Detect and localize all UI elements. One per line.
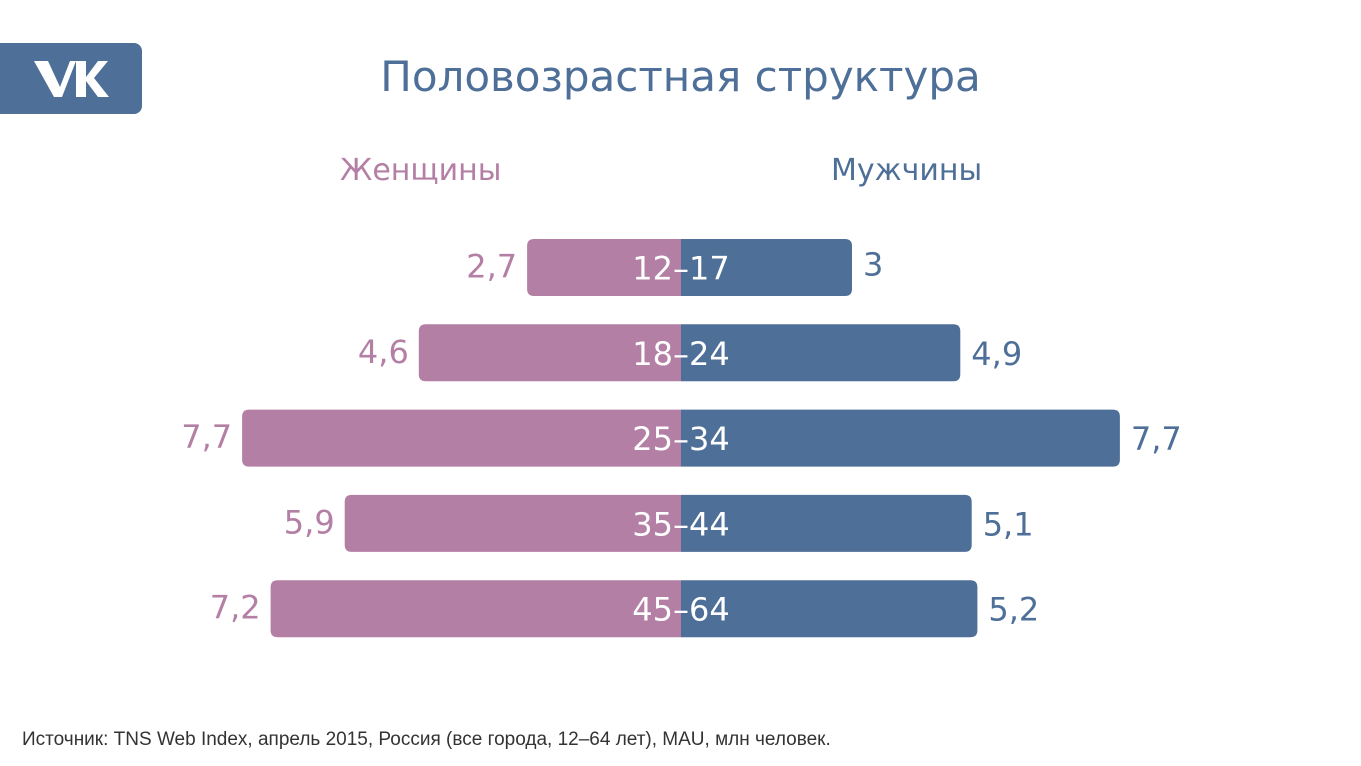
female-value-label: 4,6	[358, 333, 409, 371]
pyramid-chart: 12–17 2,7 3 18–24 4,6 4,9 25–34 7,7 7,7 35–44 5,9 5…	[181, 239, 1182, 638]
male-bar	[681, 239, 852, 296]
female-value-label: 2,7	[466, 248, 517, 286]
male-bar	[681, 409, 1120, 467]
female-value-label: 7,7	[181, 418, 232, 456]
female-value-label: 5,9	[284, 503, 335, 541]
female-value-label: 7,2	[210, 589, 261, 627]
female-legend-label: Женщины	[340, 153, 502, 188]
male-legend-label: Мужчины	[831, 153, 983, 188]
age-group-label: 25–34	[632, 420, 729, 458]
female-bar	[242, 409, 681, 467]
male-value-label: 4,9	[971, 335, 1022, 373]
female-bar	[418, 324, 681, 382]
age-group-label: 35–44	[632, 505, 729, 543]
male-bar	[681, 494, 972, 552]
male-value-label: 5,2	[988, 591, 1039, 629]
age-group-label: 12–17	[632, 250, 729, 288]
page-title-text: Половозрастная структура	[380, 52, 981, 101]
vk-logo	[0, 43, 142, 114]
male-bar	[681, 580, 978, 638]
age-group-label: 18–24	[632, 335, 729, 373]
male-value-label: 3	[863, 246, 883, 284]
male-value-label: 7,7	[1131, 420, 1182, 458]
female-bar	[344, 494, 681, 552]
source-note: Источник: TNS Web Index, апрель 2015, Ро…	[22, 729, 831, 750]
female-bar	[270, 580, 681, 638]
female-bar	[527, 239, 681, 296]
male-bar	[681, 324, 961, 382]
male-value-label: 5,1	[983, 505, 1034, 543]
page-title: Половозрастная структура	[0, 52, 1361, 101]
age-group-label: 45–64	[632, 591, 729, 629]
vk-logo-icon	[34, 60, 109, 97]
